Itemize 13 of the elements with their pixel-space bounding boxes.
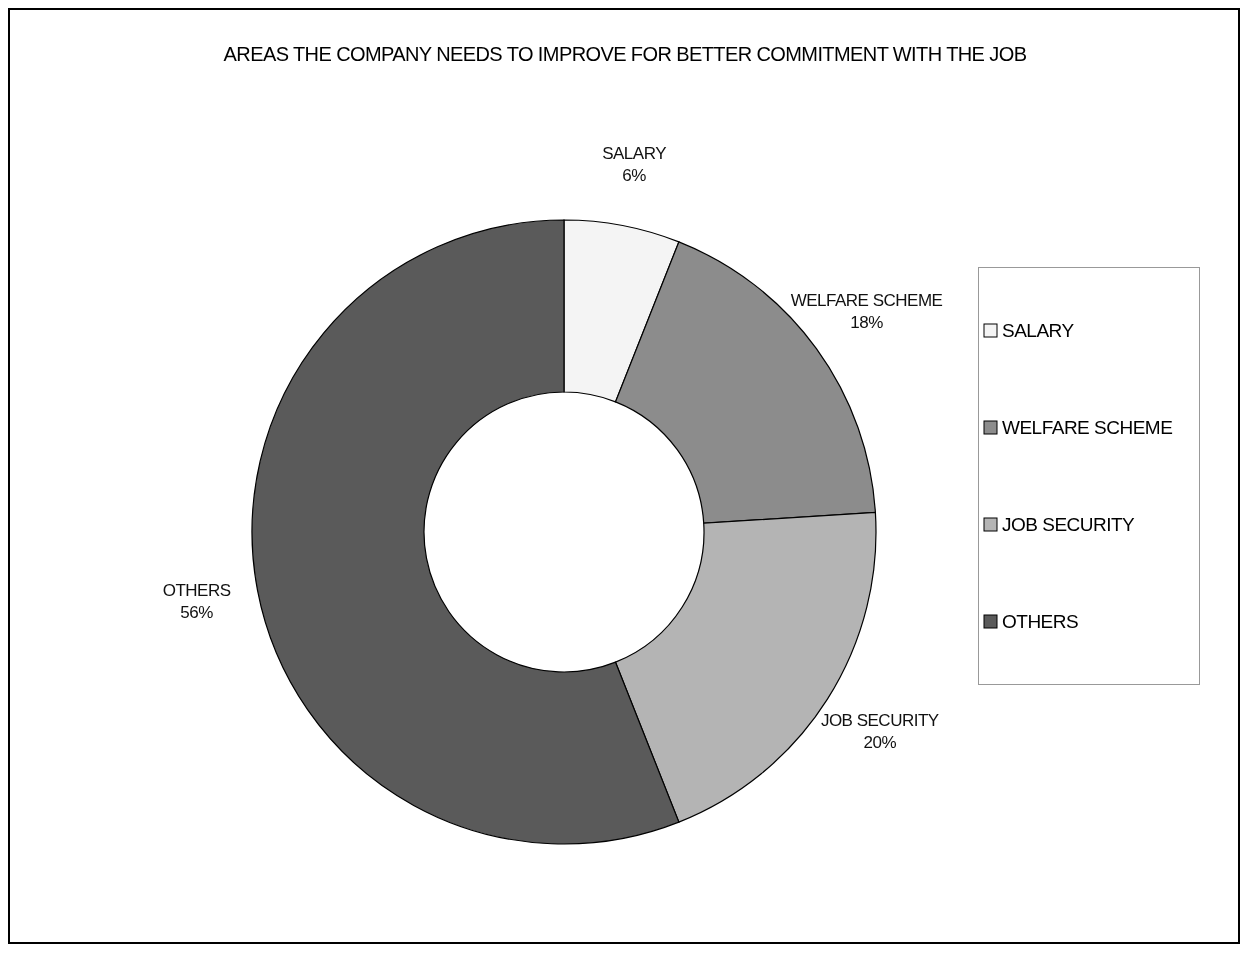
legend-label: JOB SECURITY — [1002, 513, 1135, 536]
slice-label: WELFARE SCHEME — [790, 291, 943, 311]
slice-label: SALARY — [602, 143, 667, 163]
legend-label: WELFARE SCHEME — [1002, 416, 1173, 439]
data-label: 56% — [180, 603, 214, 623]
data-label: 6% — [622, 165, 647, 185]
slice-label: JOB SECURITY — [820, 711, 939, 731]
chart-title: AREAS THE COMPANY NEEDS TO IMPROVE FOR BETTER COMMITMENT WITH THE JOB — [222, 42, 1028, 67]
legend-label: SALARY — [1002, 319, 1074, 342]
data-label: 18% — [850, 313, 884, 333]
legend-label: OTHERS — [1002, 610, 1079, 633]
slice-label: OTHERS — [162, 581, 231, 601]
data-label: 20% — [863, 733, 897, 753]
